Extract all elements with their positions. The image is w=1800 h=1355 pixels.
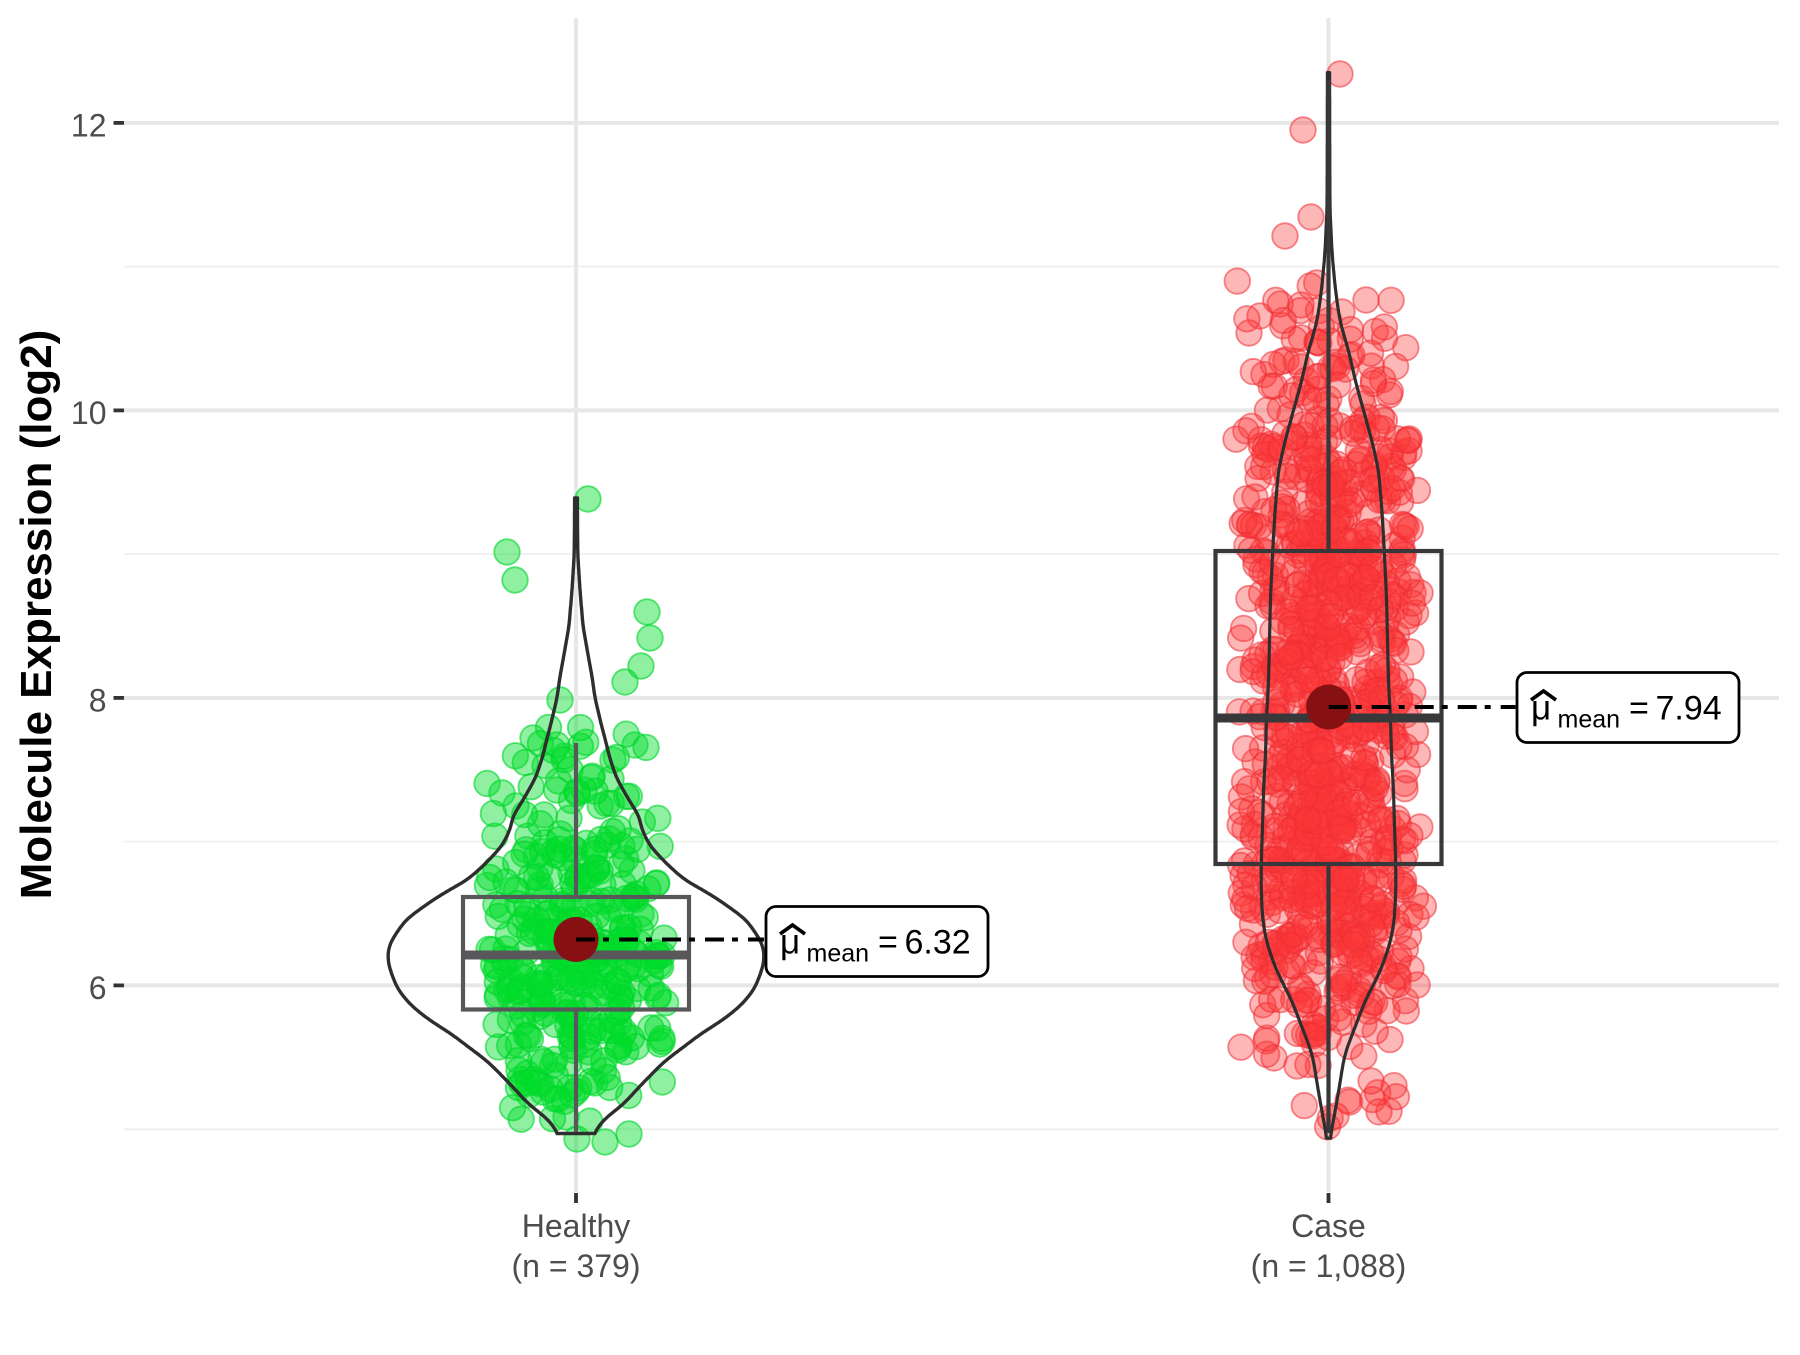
svg-text:6: 6: [89, 970, 107, 1006]
svg-text:μ mean = 7.94: μ mean = 7.94: [1531, 689, 1722, 736]
svg-text:μ mean = 6.32: μ mean = 6.32: [780, 923, 971, 970]
svg-text:Healthy: Healthy: [522, 1208, 631, 1244]
svg-text:Case: Case: [1291, 1208, 1366, 1244]
svg-text:(n = 379): (n = 379): [512, 1248, 641, 1284]
svg-text:8: 8: [89, 682, 107, 718]
svg-text:(n = 1,088): (n = 1,088): [1251, 1248, 1407, 1284]
svg-text:Molecule Expression (log2): Molecule Expression (log2): [12, 330, 61, 900]
svg-text:12: 12: [71, 107, 107, 143]
svg-text:10: 10: [71, 395, 107, 431]
